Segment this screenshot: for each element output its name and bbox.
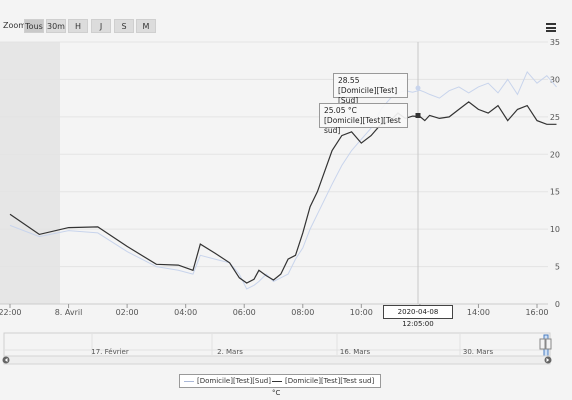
navigator-tick-label: 30. Mars <box>463 348 494 356</box>
y-tick-label: 20 <box>550 150 560 159</box>
x-tick-label: 04:00 <box>174 308 197 317</box>
tooltip-test-sud-series: [Domicile][Test][Test sud] <box>324 116 401 135</box>
navigator-handle-left[interactable] <box>539 338 546 350</box>
y-tick-label: 15 <box>550 188 560 197</box>
legend: [Domicile][Test][Sud] [Domicile][Test][T… <box>179 374 381 397</box>
navigator-tick-label: 2. Mars <box>217 348 243 356</box>
legend-item-sud[interactable]: [Domicile][Test][Sud] <box>184 375 271 387</box>
zoom-button-all[interactable]: Tous <box>24 19 44 33</box>
zoom-button-week[interactable]: S <box>114 19 134 33</box>
series-line-test-sud <box>9 101 557 284</box>
scroll-right-arrow-icon <box>546 358 550 362</box>
range-selector: Zoom Tous 30m H J S M <box>0 18 572 36</box>
tooltip-sud-value: 28.55 <box>338 76 360 85</box>
navigator-tick-label: 16. Mars <box>340 348 371 356</box>
zoom-button-30m[interactable]: 30m <box>46 19 66 33</box>
y-tick-label: 35 <box>550 38 560 47</box>
y-tick-label: 25 <box>550 113 560 122</box>
legend-item-test-sud[interactable]: [Domicile][Test][Test sud] °C <box>272 375 380 399</box>
tooltip-sud: 28.55 [Domicile][Test][Sud] <box>333 73 408 105</box>
hover-marker-sud <box>415 85 421 91</box>
x-tick-label: 8. Avril <box>55 308 83 317</box>
navigator-tick-label: 17. Février <box>91 348 129 356</box>
legend-swatch-icon <box>184 380 194 382</box>
legend-swatch-icon <box>272 380 282 382</box>
x-tick-label: 02:00 <box>116 308 139 317</box>
legend-label-sud: [Domicile][Test][Sud] <box>197 377 271 385</box>
navigator-handle-right[interactable] <box>545 338 552 350</box>
y-tick-label: 0 <box>555 300 560 309</box>
hamburger-menu-icon[interactable] <box>544 21 558 34</box>
x-tick-label: 10:00 <box>350 308 373 317</box>
tooltip-test-sud-value: 25.05 °C <box>324 106 357 115</box>
crosshair-date-label: 2020-04-08 12:05:00 <box>383 305 453 328</box>
scrollbar-track[interactable] <box>3 355 551 365</box>
y-tick-label: 10 <box>550 225 560 234</box>
zoom-button-month[interactable]: M <box>136 19 156 33</box>
x-tick-label: 06:00 <box>233 308 256 317</box>
x-tick-label: 14:00 <box>467 308 490 317</box>
chart-shaded-band <box>0 42 60 304</box>
series-line-sud <box>9 70 557 290</box>
zoom-button-hour[interactable]: H <box>68 19 88 33</box>
scroll-left-arrow-icon <box>4 358 8 362</box>
tooltip-sud-series: [Domicile][Test][Sud] <box>338 86 398 105</box>
y-tick-label: 5 <box>555 263 560 272</box>
y-tick-label: 30 <box>550 75 560 84</box>
x-tick-label: 22:00 <box>0 308 22 317</box>
zoom-button-day[interactable]: J <box>91 19 111 33</box>
x-tick-label: 08:00 <box>291 308 314 317</box>
legend-label-test-sud: [Domicile][Test][Test sud] °C <box>272 377 375 397</box>
zoom-label: Zoom <box>3 21 27 30</box>
tooltip-test-sud: 25.05 °C [Domicile][Test][Test sud] <box>319 103 408 135</box>
x-tick-label: 16:00 <box>525 308 548 317</box>
hover-marker-test-sud <box>415 113 421 118</box>
